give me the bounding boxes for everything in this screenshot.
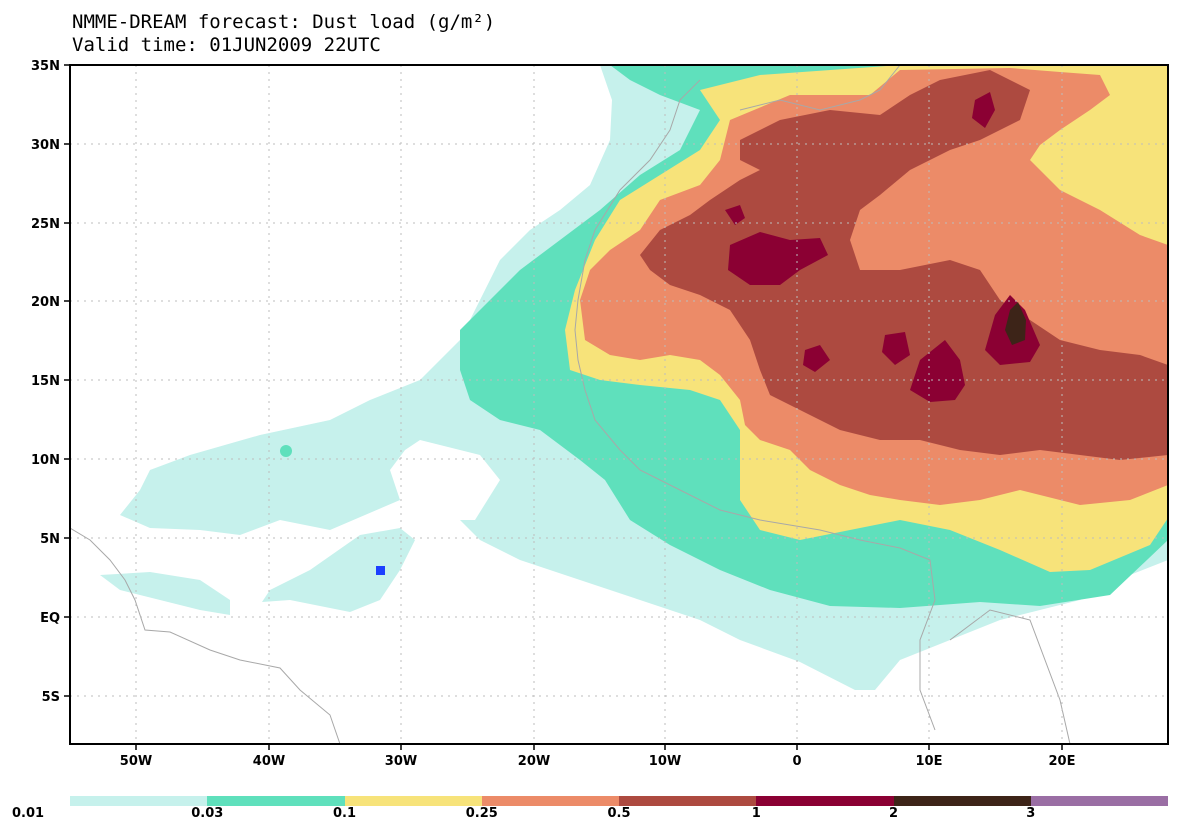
lon-label: 50W xyxy=(120,754,152,769)
colorbar-label: 0.5 xyxy=(607,806,631,821)
dust-region-0.01-south xyxy=(262,528,415,612)
colorbar-label: 0.1 xyxy=(332,806,357,821)
colorbar-segment xyxy=(207,796,345,806)
map-frame xyxy=(69,64,1169,745)
lon-label: 20E xyxy=(1049,754,1076,769)
dust-region-1 xyxy=(728,232,828,285)
lon-label: 30W xyxy=(385,754,417,769)
lat-label: 5N xyxy=(40,532,60,547)
colorbar-segment xyxy=(1030,796,1168,806)
dust-region-0.5 xyxy=(640,70,1168,460)
lat-label: 5S xyxy=(42,690,60,705)
lat-label: 35N xyxy=(31,59,60,74)
map-title: NMME-DREAM forecast: Dust load (g/m²) xyxy=(72,11,496,33)
colorbar-label: 3 xyxy=(1026,806,1036,821)
dust-region-2 xyxy=(1005,302,1026,345)
lon-label: 10W xyxy=(649,754,681,769)
colorbar-segment xyxy=(893,796,1031,806)
colorbar-label: 2 xyxy=(888,806,899,821)
lat-label: 15N xyxy=(31,374,60,389)
dust-region-0.01-west xyxy=(100,572,230,615)
colorbar-label: 0.03 xyxy=(191,806,224,821)
lat-label: 20N xyxy=(31,295,60,310)
lon-label: 20W xyxy=(518,754,550,769)
colorbar-segment xyxy=(70,796,208,806)
dust-load-map: 35N 30N 25N 20N 15N 10N 5N EQ 5S 50W 40W… xyxy=(31,59,1169,769)
colorbar-segment xyxy=(344,796,482,806)
lat-label: 10N xyxy=(31,453,60,468)
valid-time: Valid time: 01JUN2009 22UTC xyxy=(72,34,381,56)
colorbar xyxy=(70,796,1168,806)
lat-label: EQ xyxy=(40,611,60,626)
colorbar-label: 0.25 xyxy=(465,806,498,821)
colorbar-segment xyxy=(756,796,894,806)
colorbar-labels: 0.01 0.03 0.1 0.25 0.5 1 2 3 xyxy=(0,806,1182,830)
lon-label: 10E xyxy=(916,754,943,769)
colorbar-label: 0.01 xyxy=(11,806,45,821)
station-marker xyxy=(376,566,385,575)
colorbar-segment xyxy=(619,796,757,806)
colorbar-segment xyxy=(481,796,619,806)
colorbar-label: 1 xyxy=(751,806,761,821)
lon-label: 40W xyxy=(253,754,285,769)
lon-label: 0 xyxy=(792,754,801,769)
lat-label: 25N xyxy=(31,217,60,232)
lat-label: 30N xyxy=(31,138,60,153)
